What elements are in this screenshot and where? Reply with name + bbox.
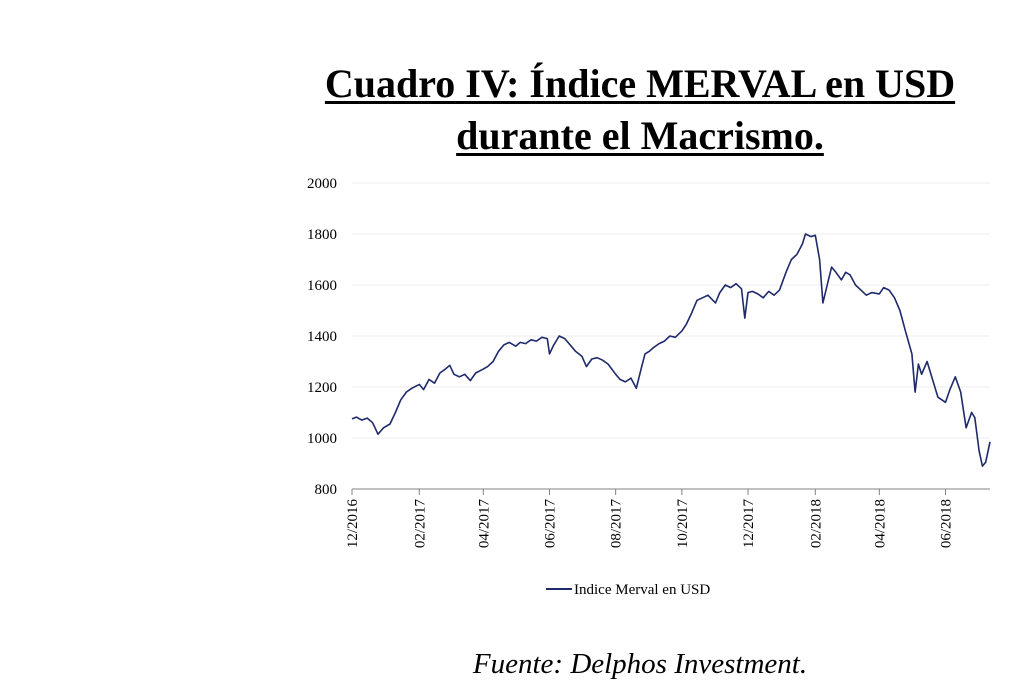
y-tick-label: 1600 [307, 278, 337, 294]
x-tick-label: 06/2017 [542, 499, 558, 549]
y-tick-label: 1400 [307, 329, 337, 345]
y-tick-label: 800 [315, 482, 338, 498]
gridlines [352, 182, 990, 439]
x-tick-label: 12/2016 [345, 499, 361, 549]
y-tick-label: 1000 [307, 431, 337, 447]
series-line-merval [351, 233, 991, 467]
x-tick-label: 08/2017 [609, 499, 625, 549]
source-note: Fuente: Delphos Investment. [472, 648, 808, 680]
x-tick-label: 04/2017 [476, 499, 492, 549]
legend: Indice Merval en USD [546, 582, 710, 598]
x-tick-label: 10/2017 [675, 499, 691, 549]
x-axis: 12/2016 02/2017 04/2017 06/2017 08/2017 10/20… [345, 488, 990, 549]
x-tick-label: 06/2018 [939, 499, 955, 548]
x-tick-label: 02/2018 [808, 499, 824, 548]
series-layer [351, 233, 991, 467]
x-tick-label: 02/2017 [412, 499, 428, 549]
y-tick-label: 1800 [307, 227, 337, 243]
legend-label: Indice Merval en USD [574, 582, 710, 598]
chart-title: Cuadro IV: Índice MERVAL en USD durante … [290, 58, 990, 162]
chart-title-line-2: durante el Macrismo. [456, 113, 824, 158]
x-tick-label: 12/2017 [741, 499, 757, 549]
y-axis-ticks: 800 1000 1200 1400 1600 1800 2000 [307, 176, 337, 498]
chart-title-line-1: Cuadro IV: Índice MERVAL en USD [324, 61, 956, 106]
y-tick-label: 1200 [307, 380, 337, 396]
y-tick-label: 2000 [307, 176, 337, 192]
x-tick-label: 04/2018 [872, 499, 888, 548]
